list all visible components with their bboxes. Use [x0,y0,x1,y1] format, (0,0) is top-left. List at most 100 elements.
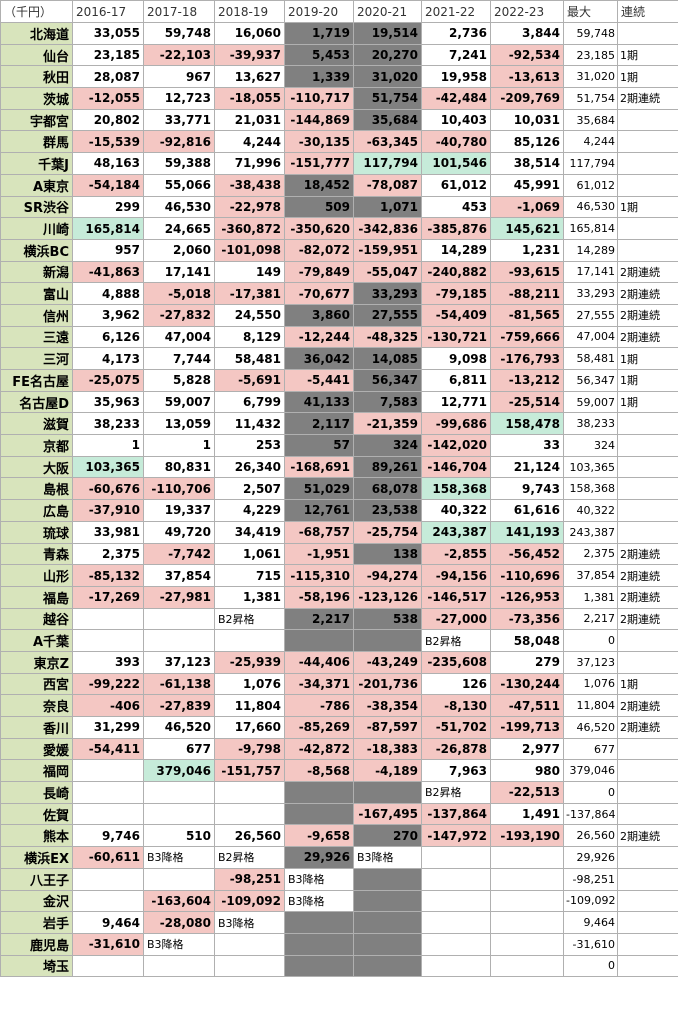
streak-cell: 1期 [617,672,678,696]
team-name: 東京Z [0,650,73,674]
value-cell: 8,129 [214,325,285,349]
value-cell: -93,615 [490,260,564,284]
value-cell [143,867,215,891]
value-cell: -1,951 [284,542,354,566]
value-cell: 510 [143,824,215,848]
value-cell: B3降格 [284,867,354,891]
value-cell: 58,048 [490,629,564,652]
value-cell: -85,269 [284,716,354,739]
value-cell: -88,211 [490,282,564,305]
streak-cell: 2期連続 [617,564,678,587]
value-cell: 4,229 [214,499,285,522]
value-cell: 1,061 [214,542,285,566]
value-cell: 6,799 [214,390,285,414]
data-row: 茨城 -12,055 12,723 -18,055 -110,717 51,754 -42,… [0,87,678,110]
value-cell: 715 [214,564,285,587]
data-row: 広島 -37,910 19,337 4,229 12,761 23,538 40,322 61… [0,499,678,522]
value-cell: 279 [490,650,564,674]
value-cell: 33,293 [353,282,422,305]
value-cell: 11,432 [214,412,285,436]
value-cell: 5,453 [284,43,354,67]
value-cell: -94,156 [421,564,491,587]
value-cell: 26,560 [214,824,285,848]
value-cell: 2,736 [421,22,491,45]
value-cell: 57 [284,434,354,457]
data-row: 三遠 6,126 47,004 8,129 -12,244 -48,325 -130,721… [0,325,678,349]
value-cell [72,954,144,978]
team-name: 越谷 [0,607,73,631]
data-row: 富山 4,888 -5,018 -17,381 -70,677 33,293 -79,185… [0,282,678,305]
data-row: 埼玉 0 [0,954,678,978]
value-cell: 38,514 [490,152,564,175]
streak-cell [617,173,678,197]
team-name: A千葉 [0,629,73,652]
value-cell: 17,660 [214,716,285,739]
value-cell: -176,793 [490,347,564,370]
value-cell: -110,717 [284,87,354,110]
max-cell: 59,748 [563,22,618,45]
data-row: 愛媛 -54,411 677 -9,798 -42,872 -18,383 -26,878 2… [0,737,678,761]
team-name: 大阪 [0,455,73,479]
value-cell: 11,804 [214,694,285,717]
value-cell: 138 [353,542,422,566]
value-cell: -151,757 [214,759,285,783]
value-cell: 24,550 [214,303,285,327]
value-cell: -98,251 [214,867,285,891]
value-cell: -22,513 [490,781,564,804]
streak-cell: 1期 [617,43,678,67]
value-cell: 1,491 [490,802,564,826]
value-cell: 145,621 [490,217,564,240]
value-cell: 270 [353,824,422,848]
max-cell: 47,004 [563,325,618,349]
value-cell: 68,078 [353,477,422,501]
value-cell: -209,769 [490,87,564,110]
value-cell: 46,520 [143,716,215,739]
team-name: 千葉J [0,152,73,175]
value-cell [72,759,144,783]
value-cell: 7,583 [353,390,422,414]
value-cell: -5,441 [284,369,354,392]
value-cell: 2,217 [284,607,354,631]
value-cell: 538 [353,607,422,631]
data-row: 群馬 -15,539 -92,816 4,244 -30,135 -63,345 -40,7… [0,130,678,154]
finance-table: （千円） 2016-17 2017-18 2018-19 2019-20 2020-21 2… [0,0,678,978]
value-cell: 21,124 [490,455,564,479]
value-cell: -201,736 [353,672,422,696]
data-row: 長崎 B2昇格 -22,513 0 [0,781,678,804]
data-row: 宇都宮 20,802 33,771 21,031 -144,869 35,684 10,40… [0,108,678,132]
value-cell: 4,244 [214,130,285,154]
value-cell [421,911,491,934]
value-cell [490,846,564,869]
value-cell: 51,754 [353,87,422,110]
value-cell: -146,517 [421,585,491,609]
value-cell: 19,514 [353,22,422,45]
value-cell: -60,676 [72,477,144,501]
value-cell: -18,055 [214,87,285,110]
value-cell: -78,087 [353,173,422,197]
value-cell: 16,060 [214,22,285,45]
max-cell: -137,864 [563,802,618,826]
team-name: 三遠 [0,325,73,349]
value-cell: -27,000 [421,607,491,631]
value-cell: -44,406 [284,650,354,674]
value-cell: -25,754 [353,520,422,544]
data-row: 信州 3,962 -27,832 24,550 3,860 27,555 -54,409 -8… [0,303,678,327]
value-cell: 14,289 [421,238,491,262]
data-row: 青森 2,375 -7,742 1,061 -1,951 138 -2,855 -56,452… [0,542,678,566]
value-cell: -82,072 [284,238,354,262]
value-cell: -5,691 [214,369,285,392]
value-cell: -18,383 [353,737,422,761]
max-cell: 38,233 [563,412,618,436]
value-cell [72,607,144,631]
value-cell: 27,555 [353,303,422,327]
max-cell: 40,322 [563,499,618,522]
team-name: 福島 [0,585,73,609]
data-row: 横浜BC 957 2,060 -101,098 -82,072 -159,951 14,28… [0,238,678,262]
value-cell: 299 [72,195,144,219]
value-cell: -342,836 [353,217,422,240]
data-row: 奈良 -406 -27,839 11,804 -786 -38,354 -8,130 -47,… [0,694,678,717]
max-cell: 4,244 [563,130,618,154]
value-cell: 2,117 [284,412,354,436]
value-cell: -27,981 [143,585,215,609]
